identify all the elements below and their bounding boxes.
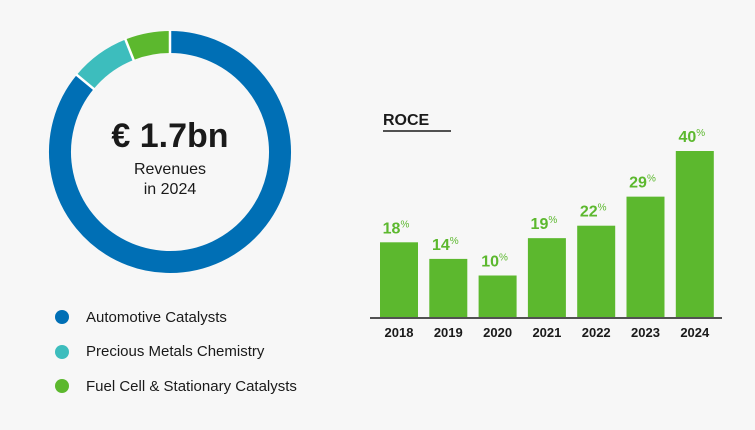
x-tick-label-2018: 2018 xyxy=(385,325,414,340)
bar-2022 xyxy=(577,225,616,317)
x-tick-label-2019: 2019 xyxy=(434,325,463,340)
legend-label: Automotive Catalysts xyxy=(86,308,227,326)
roce-title: ROCE xyxy=(383,112,430,129)
revenue-donut-chart xyxy=(49,30,291,273)
bar-value-label-2020: 10% xyxy=(481,253,508,271)
donut-slice-automotive-catalysts xyxy=(49,31,291,273)
bar-value-label-2018: 18% xyxy=(383,219,410,237)
bar-value-label-2024: 40% xyxy=(678,128,705,146)
bar-value-label-2022: 22% xyxy=(580,203,607,221)
donut-subline-1: Revenues xyxy=(134,161,206,178)
bar-2019 xyxy=(429,258,468,317)
donut-slice-precious-metals-chemistry xyxy=(76,39,134,90)
bar-2021 xyxy=(527,238,566,317)
legend-dot-fuel-cell-stationary-catalysts xyxy=(55,379,69,394)
legend-dot-precious-metals-chemistry xyxy=(55,344,69,359)
legend-label: Precious Metals Chemistry xyxy=(86,343,265,361)
legend-item-automotive-catalysts: Automotive Catalysts xyxy=(55,300,297,335)
bar-value-label-2023: 29% xyxy=(629,174,656,192)
bar-value-label-2021: 19% xyxy=(531,215,558,233)
bar-2020 xyxy=(478,275,517,317)
x-tick-label-2021: 2021 xyxy=(532,325,561,340)
legend-label: Fuel Cell & Stationary Catalysts xyxy=(86,377,297,395)
legend: Automotive Catalysts Precious Metals Che… xyxy=(55,300,297,404)
donut-subline-2: in 2024 xyxy=(144,181,197,198)
bar-value-label-2019: 14% xyxy=(432,236,459,254)
x-tick-label-2022: 2022 xyxy=(582,325,611,340)
bar-2018 xyxy=(380,242,418,317)
bar-2024 xyxy=(675,151,714,317)
donut-headline: € 1.7bn xyxy=(111,117,228,155)
donut-slice-fuel-cell-stationary-catalysts xyxy=(125,31,171,61)
roce-bar-chart: 18% 2018 14% 2019 10% 2020 19% 2021 22% 2022 29% 20… xyxy=(380,128,714,340)
x-tick-label-2020: 2020 xyxy=(483,325,512,340)
legend-item-fuel-cell-stationary-catalysts: Fuel Cell & Stationary Catalysts xyxy=(55,369,297,404)
bar-2023 xyxy=(626,196,665,317)
donut-slice-separator xyxy=(75,73,96,91)
donut-slice-separator xyxy=(123,38,136,62)
legend-item-precious-metals-chemistry: Precious Metals Chemistry xyxy=(55,335,297,370)
legend-dot-automotive-catalysts xyxy=(55,310,69,325)
x-tick-label-2023: 2023 xyxy=(631,325,660,340)
x-tick-label-2024: 2024 xyxy=(680,325,710,340)
